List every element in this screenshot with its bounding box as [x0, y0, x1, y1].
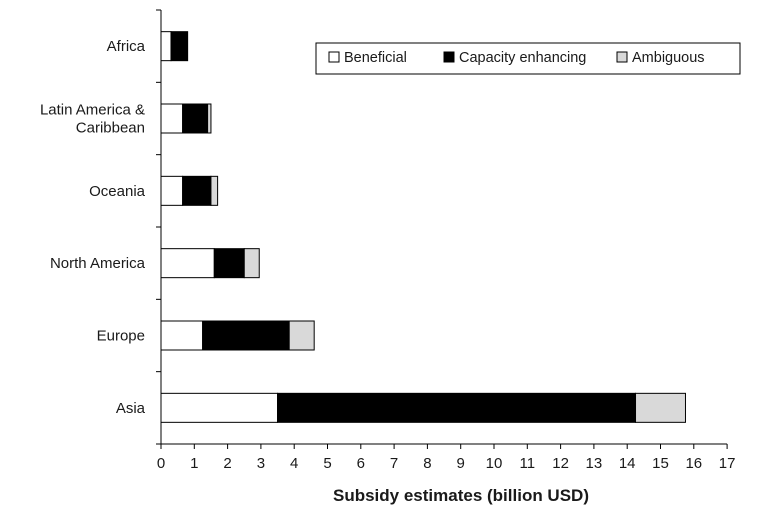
x-tick-label: 8	[423, 455, 431, 472]
x-tick-label: 10	[486, 455, 503, 472]
x-tick-label: 4	[290, 455, 298, 472]
legend-label-beneficial: Beneficial	[344, 50, 407, 66]
x-tick-label: 9	[457, 455, 465, 472]
x-tick-label: 2	[223, 455, 231, 472]
x-tick-label: 5	[323, 455, 331, 472]
x-tick-label: 3	[257, 455, 265, 472]
legend-swatch-ambiguous	[616, 51, 628, 63]
legend-label-capacity-enhancing: Capacity enhancing	[459, 50, 586, 66]
legend-swatch-capacity-enhancing	[443, 51, 455, 63]
category-label: Latin America &	[40, 102, 145, 119]
bar-africa-beneficial	[160, 31, 172, 62]
bar-oceania-capacity-enhancing	[182, 175, 212, 206]
category-label: North America	[50, 255, 146, 272]
x-tick-label: 7	[390, 455, 398, 472]
category-label: Europe	[97, 328, 145, 345]
x-tick-label: 16	[685, 455, 702, 472]
bar-north-america-beneficial	[160, 248, 215, 279]
x-tick-label: 12	[552, 455, 569, 472]
x-axis-title: Subsidy estimates (billion USD)	[333, 486, 589, 505]
bar-asia-capacity-enhancing	[277, 392, 637, 423]
bar-europe-ambiguous	[288, 320, 315, 351]
x-tick-label: 0	[157, 455, 165, 472]
x-tick-labels: 0 1 2 3 4 5 6 7 8 9 10 11 12 13 14 15 16 17	[157, 455, 736, 472]
bar-oceania-beneficial	[160, 175, 184, 206]
axes-group	[156, 9, 728, 449]
category-label: Africa	[107, 38, 146, 55]
legend: Beneficial Capacity enhancing Ambiguous	[315, 42, 741, 75]
category-label: Caribbean	[76, 120, 145, 137]
bar-oceania-ambiguous	[210, 175, 219, 206]
bar-asia-ambiguous	[635, 392, 686, 423]
x-tick-label: 1	[190, 455, 198, 472]
x-tick-label: 17	[719, 455, 736, 472]
bar-asia-beneficial	[160, 392, 279, 423]
bar-europe-capacity-enhancing	[202, 320, 290, 351]
bar-latin-america-caribbean-capacity-enhancing	[182, 103, 209, 134]
x-tick-label: 6	[357, 455, 365, 472]
x-tick-label: 13	[586, 455, 603, 472]
category-label: Oceania	[89, 183, 146, 200]
legend-label-ambiguous: Ambiguous	[632, 50, 705, 66]
bar-latin-america-caribbean-ambiguous	[207, 103, 212, 134]
x-tick-label: 15	[652, 455, 669, 472]
bar-latin-america-caribbean-beneficial	[160, 103, 184, 134]
bar-north-america-ambiguous	[243, 248, 260, 279]
legend-swatch-beneficial	[328, 51, 340, 63]
category-label: Asia	[116, 400, 146, 417]
x-tick-label: 11	[520, 455, 536, 472]
legend-frame	[315, 42, 741, 75]
bars-group	[160, 31, 686, 423]
bar-africa-capacity-enhancing	[170, 31, 189, 62]
bar-europe-beneficial	[160, 320, 204, 351]
category-labels: Asia Europe North America Oceania Latin Amer…	[40, 38, 146, 417]
x-tick-label: 14	[619, 455, 636, 472]
bar-north-america-capacity-enhancing	[213, 248, 245, 279]
